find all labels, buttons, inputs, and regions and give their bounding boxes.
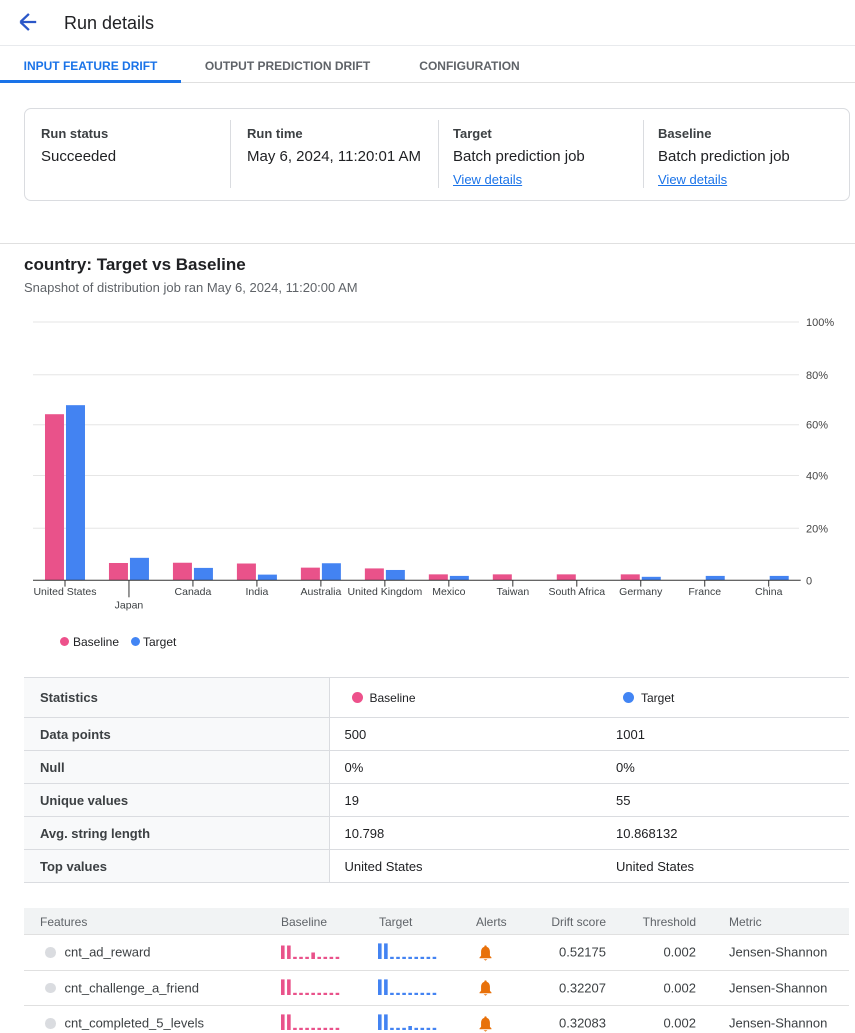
svg-text:Japan: Japan	[115, 600, 144, 612]
svg-text:United States: United States	[33, 586, 96, 598]
svg-text:Mexico: Mexico	[432, 586, 465, 598]
svg-text:0: 0	[806, 575, 812, 587]
svg-text:United Kingdom: United Kingdom	[348, 586, 423, 598]
svg-text:Germany: Germany	[619, 586, 663, 598]
svg-text:80%: 80%	[806, 370, 828, 382]
svg-text:China: China	[755, 586, 783, 598]
svg-text:60%: 60%	[806, 420, 828, 432]
svg-text:Australia: Australia	[300, 586, 341, 598]
svg-text:France: France	[688, 586, 721, 598]
svg-text:South Africa: South Africa	[548, 586, 605, 598]
svg-text:India: India	[246, 586, 269, 598]
svg-text:40%: 40%	[806, 471, 828, 483]
svg-text:100%: 100%	[806, 317, 834, 329]
svg-text:20%: 20%	[806, 523, 828, 535]
svg-text:Canada: Canada	[175, 586, 212, 598]
svg-text:Taiwan: Taiwan	[496, 586, 529, 598]
